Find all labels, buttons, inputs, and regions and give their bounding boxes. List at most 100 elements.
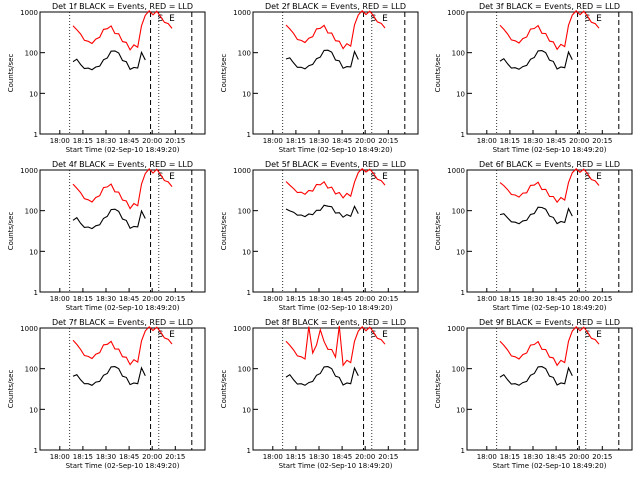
chart-panel: Det 3f BLACK = Events, RED = LLD 1 10 100 10… <box>434 2 633 154</box>
series-events <box>72 208 146 230</box>
chart-title: Det 5f BLACK = Events, RED = LLD <box>265 160 406 169</box>
series-lld <box>285 325 386 367</box>
chart-panel: Det 2f BLACK = Events, RED = LLD 1 10 100 10… <box>220 2 419 154</box>
y-tick-label: 1 <box>34 447 38 455</box>
y-tick-label: 1 <box>34 131 38 139</box>
plot-frame <box>466 327 633 451</box>
x-tick-label: 18:15 <box>500 453 520 461</box>
marker-e: E <box>382 172 388 182</box>
chart-title: Det 9f BLACK = Events, RED = LLD <box>479 318 620 327</box>
x-tick-label: 18:45 <box>332 453 352 461</box>
y-tick-label: 1000 <box>20 325 38 333</box>
y-tick-label: 1000 <box>233 9 251 17</box>
y-tick-label: 10 <box>456 90 465 98</box>
series-events <box>499 206 573 225</box>
marker-e: E <box>169 172 175 182</box>
x-axis-label: Start Time (02-Sep-10 18:49:20) <box>493 462 607 470</box>
x-axis-label: Start Time (02-Sep-10 18:49:20) <box>493 146 607 154</box>
marker-s: S <box>371 330 377 340</box>
y-tick-label: 100 <box>238 50 251 58</box>
x-tick-label: 18:00 <box>263 453 283 461</box>
x-axis-label: Start Time (02-Sep-10 18:49:20) <box>279 462 393 470</box>
x-tick-label: 18:15 <box>73 453 93 461</box>
marker-e: E <box>596 172 602 182</box>
x-tick-label: 20:15 <box>165 137 185 145</box>
marker-e: E <box>382 330 388 340</box>
x-tick-label: 18:15 <box>500 137 520 145</box>
y-tick-label: 1000 <box>233 167 251 175</box>
marker-s: S <box>371 14 377 24</box>
y-axis-label: Counts/sec <box>220 370 228 409</box>
x-tick-label: 18:15 <box>286 295 306 303</box>
marker-s: S <box>158 172 164 182</box>
y-axis-label: Counts/sec <box>434 370 442 409</box>
chart-title: Det 1f BLACK = Events, RED = LLD <box>52 2 193 11</box>
x-tick-label: 18:15 <box>73 295 93 303</box>
x-tick-label: 20:00 <box>142 137 162 145</box>
x-tick-label: 20:15 <box>165 453 185 461</box>
chart-title: Det 2f BLACK = Events, RED = LLD <box>265 2 406 11</box>
plot-frame <box>39 327 206 451</box>
x-tick-label: 20:15 <box>378 137 398 145</box>
x-tick-label: 20:15 <box>378 295 398 303</box>
marker-s: S <box>585 14 591 24</box>
marker-e: E <box>169 14 175 24</box>
y-tick-label: 10 <box>242 406 251 414</box>
y-axis-label: Counts/sec <box>434 54 442 93</box>
y-tick-label: 10 <box>456 248 465 256</box>
series-lld <box>285 10 386 50</box>
y-axis-label: Counts/sec <box>434 212 442 251</box>
x-axis-label: Start Time (02-Sep-10 18:49:20) <box>279 304 393 312</box>
chart-panel: Det 9f BLACK = Events, RED = LLD 1 10 100 10… <box>434 318 633 470</box>
plot-frame <box>252 169 419 293</box>
y-tick-label: 10 <box>29 248 38 256</box>
x-tick-label: 18:30 <box>96 137 116 145</box>
y-tick-label: 100 <box>25 208 38 216</box>
x-tick-label: 18:00 <box>477 137 497 145</box>
y-tick-label: 1000 <box>447 325 465 333</box>
x-tick-label: 18:15 <box>286 137 306 145</box>
x-tick-label: 18:30 <box>96 295 116 303</box>
x-tick-label: 18:00 <box>477 453 497 461</box>
series-events <box>72 366 146 386</box>
y-tick-label: 1 <box>461 289 465 297</box>
x-tick-label: 20:00 <box>355 295 375 303</box>
x-tick-label: 18:45 <box>119 453 139 461</box>
y-tick-label: 1 <box>247 447 251 455</box>
y-axis-label: Counts/sec <box>220 54 228 93</box>
x-tick-label: 20:00 <box>142 295 162 303</box>
x-axis-label: Start Time (02-Sep-10 18:49:20) <box>493 304 607 312</box>
y-axis-label: Counts/sec <box>7 370 15 409</box>
y-tick-label: 10 <box>29 406 38 414</box>
series-lld <box>72 326 173 366</box>
y-tick-label: 1 <box>247 131 251 139</box>
chart-panel: Det 8f BLACK = Events, RED = LLD 1 10 100 10… <box>220 318 419 470</box>
series-lld <box>499 325 600 367</box>
x-tick-label: 18:30 <box>309 453 329 461</box>
x-tick-label: 18:00 <box>263 137 283 145</box>
marker-e: E <box>169 330 175 340</box>
x-axis-label: Start Time (02-Sep-10 18:49:20) <box>279 146 393 154</box>
y-axis-label: Counts/sec <box>7 54 15 93</box>
x-tick-label: 20:15 <box>165 295 185 303</box>
plot-frame <box>39 11 206 135</box>
x-tick-label: 18:45 <box>546 453 566 461</box>
x-tick-label: 20:00 <box>569 295 589 303</box>
series-events <box>499 50 573 70</box>
y-tick-label: 100 <box>452 366 465 374</box>
x-tick-label: 18:45 <box>119 137 139 145</box>
chart-panel: Det 1f BLACK = Events, RED = LLD 1 10 100 10… <box>7 2 206 154</box>
x-tick-label: 20:15 <box>592 453 612 461</box>
x-tick-label: 18:00 <box>263 295 283 303</box>
series-lld <box>72 167 173 210</box>
y-tick-label: 10 <box>456 406 465 414</box>
x-tick-label: 18:45 <box>119 295 139 303</box>
x-tick-label: 20:00 <box>569 453 589 461</box>
marker-s: S <box>158 330 164 340</box>
chart-panel: Det 7f BLACK = Events, RED = LLD 1 10 100 10… <box>7 318 206 470</box>
x-tick-label: 18:30 <box>96 453 116 461</box>
series-events <box>285 204 359 218</box>
marker-s: S <box>158 14 164 24</box>
